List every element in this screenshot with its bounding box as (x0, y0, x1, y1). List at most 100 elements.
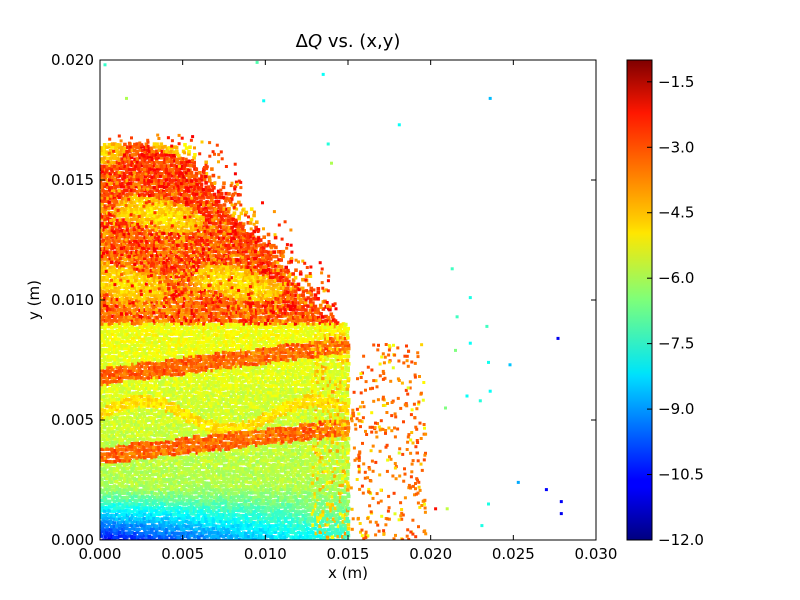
data-point (189, 386, 194, 391)
data-point (112, 364, 117, 369)
data-point (209, 326, 213, 330)
data-point (186, 304, 191, 308)
data-point (194, 386, 198, 391)
data-point (123, 391, 128, 395)
data-point (194, 235, 198, 240)
data-point (184, 250, 189, 255)
data-point (204, 221, 208, 226)
data-point (202, 495, 206, 499)
data-point (177, 305, 181, 309)
data-point (199, 326, 204, 330)
data-point (182, 206, 187, 211)
data-point (101, 373, 105, 377)
data-point (210, 264, 214, 268)
data-point (187, 332, 192, 336)
data-point (167, 218, 171, 222)
data-point (129, 188, 134, 192)
data-point (177, 497, 182, 502)
data-point (169, 272, 174, 276)
data-point (101, 463, 105, 467)
data-point (100, 361, 102, 366)
data-point (165, 398, 169, 403)
data-point (113, 344, 117, 349)
data-point (145, 341, 149, 345)
data-point (169, 236, 174, 241)
data-point (162, 149, 167, 154)
data-point (184, 519, 189, 524)
data-point (199, 202, 203, 207)
data-point (200, 400, 205, 404)
data-point (177, 181, 181, 185)
data-point (160, 389, 165, 394)
data-point (110, 196, 115, 200)
data-point (157, 155, 162, 160)
data-point (206, 513, 211, 518)
data-point (130, 359, 135, 363)
data-point (157, 178, 162, 183)
data-point (172, 443, 177, 448)
data-point (103, 214, 107, 219)
data-point (152, 480, 156, 484)
data-point (119, 152, 124, 157)
data-point (144, 538, 149, 540)
data-point (187, 420, 191, 424)
data-point (170, 497, 175, 502)
data-point (149, 355, 154, 360)
data-point (101, 215, 105, 219)
data-point (142, 231, 147, 236)
data-point (147, 404, 151, 408)
data-point (155, 454, 159, 459)
data-point (182, 347, 186, 351)
data-point (195, 487, 199, 492)
data-point (120, 339, 124, 344)
data-point (102, 276, 107, 280)
data-point (207, 239, 211, 243)
data-point (123, 304, 127, 309)
data-point (125, 246, 129, 251)
data-point (205, 491, 209, 495)
data-point (103, 365, 107, 369)
data-point (116, 253, 120, 257)
data-point (154, 206, 159, 210)
data-point (165, 235, 169, 240)
data-point (174, 171, 179, 175)
data-point (127, 376, 132, 380)
data-point (147, 299, 152, 304)
data-point (162, 387, 167, 392)
data-point (100, 462, 102, 466)
data-point (209, 314, 213, 319)
data-point (192, 232, 196, 237)
data-point (127, 220, 131, 225)
data-point (181, 497, 186, 502)
data-point (184, 337, 189, 342)
data-point (160, 225, 165, 230)
data-point (197, 491, 202, 496)
data-point (175, 160, 179, 164)
data-point (187, 445, 191, 450)
data-point (147, 347, 152, 352)
data-point (146, 383, 150, 387)
data-point (200, 348, 204, 353)
data-point (207, 494, 211, 498)
data-point (157, 153, 161, 158)
data-point (157, 386, 162, 390)
data-point (125, 466, 130, 471)
data-point (132, 207, 137, 212)
data-point (179, 221, 184, 225)
data-point (189, 351, 193, 356)
data-point (137, 517, 142, 521)
data-point (185, 322, 189, 326)
data-point (100, 490, 104, 495)
data-point (120, 397, 124, 402)
data-point (147, 537, 152, 540)
data-point (120, 184, 124, 189)
data-point (166, 196, 171, 201)
data-point (167, 247, 171, 252)
data-point (204, 185, 209, 190)
data-point (112, 297, 117, 302)
data-point (133, 535, 137, 540)
data-point (147, 174, 152, 179)
data-point (209, 206, 213, 210)
data-point (125, 221, 129, 225)
data-point (162, 256, 167, 261)
